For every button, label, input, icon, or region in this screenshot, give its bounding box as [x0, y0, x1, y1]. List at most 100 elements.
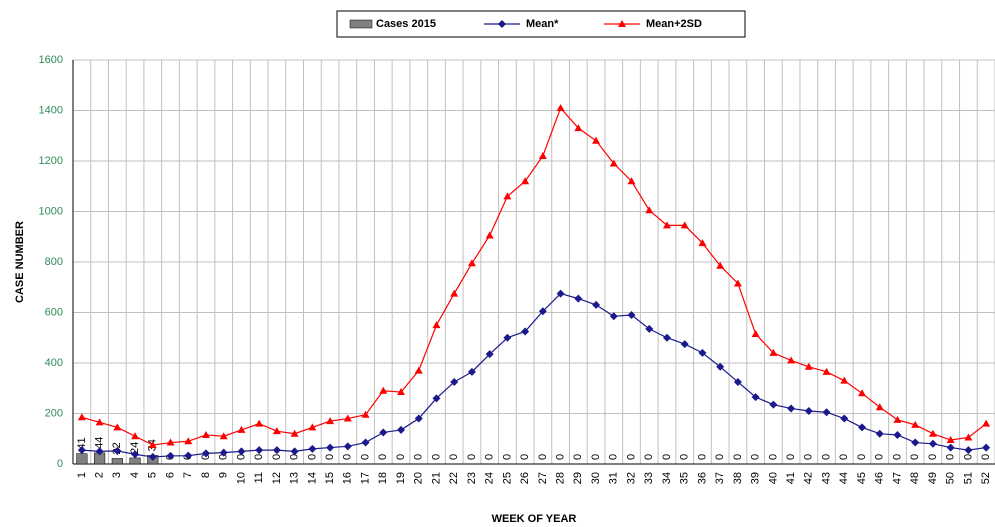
point — [148, 452, 157, 461]
x-tick-label: 6 — [164, 472, 176, 478]
data-label: 0 — [466, 454, 478, 460]
point — [166, 451, 175, 460]
point — [219, 448, 228, 457]
point — [77, 446, 86, 455]
point — [592, 136, 601, 144]
point — [769, 348, 778, 356]
point — [716, 362, 725, 371]
point — [911, 420, 920, 428]
x-tick-label: 49 — [927, 472, 939, 484]
data-label: 0 — [696, 454, 708, 460]
x-axis-label: WEEK OF YEAR — [492, 513, 577, 525]
x-tick-label: 32 — [625, 472, 637, 484]
point — [113, 446, 122, 455]
point — [343, 414, 352, 422]
x-tick-label: 24 — [484, 472, 496, 484]
point — [840, 376, 849, 384]
x-tick-label: 10 — [235, 472, 247, 484]
point — [982, 419, 991, 427]
point — [148, 441, 157, 449]
point — [538, 151, 547, 159]
x-tick-label: 17 — [359, 472, 371, 484]
x-tick-label: 40 — [767, 472, 779, 484]
x-tick-label: 2 — [94, 472, 106, 478]
point — [574, 124, 583, 132]
x-tick-label: 39 — [750, 472, 762, 484]
point — [556, 289, 565, 298]
data-label: 0 — [253, 454, 265, 460]
point — [166, 438, 175, 446]
point — [751, 393, 760, 402]
data-label: 0 — [359, 454, 371, 460]
point — [645, 206, 654, 214]
x-tick-label: 33 — [643, 472, 655, 484]
point — [503, 333, 512, 342]
y-tick-label: 1200 — [39, 155, 63, 167]
data-label: 0 — [413, 454, 425, 460]
point — [237, 447, 246, 456]
x-tick-label: 26 — [519, 472, 531, 484]
data-label: 0 — [377, 454, 389, 460]
point — [946, 443, 955, 452]
point — [379, 386, 388, 394]
data-label: 0 — [909, 454, 921, 460]
point — [485, 350, 494, 359]
legend-swatch — [349, 19, 373, 29]
point — [397, 425, 406, 434]
data-label: 24 — [129, 442, 141, 454]
point — [716, 261, 725, 269]
data-label: 0 — [218, 454, 230, 460]
data-label: 0 — [820, 454, 832, 460]
data-label: 0 — [767, 454, 779, 460]
point — [618, 20, 626, 27]
line — [81, 292, 987, 458]
data-label: 0 — [945, 454, 957, 460]
point — [379, 428, 388, 437]
x-tick-label: 42 — [803, 472, 815, 484]
point — [414, 414, 423, 423]
point — [627, 311, 636, 320]
x-tick-label: 12 — [271, 472, 283, 484]
data-label: 0 — [430, 454, 442, 460]
point — [733, 279, 742, 287]
point — [237, 425, 246, 433]
x-tick-label: 16 — [342, 472, 354, 484]
point — [662, 333, 671, 342]
point — [751, 329, 760, 337]
point — [432, 321, 441, 329]
data-label: 0 — [838, 454, 850, 460]
data-label: 0 — [519, 454, 531, 460]
data-label: 0 — [803, 454, 815, 460]
point — [498, 20, 506, 28]
x-tick-label: 7 — [182, 472, 194, 478]
point — [131, 450, 140, 459]
y-tick-label: 1600 — [39, 54, 63, 66]
data-label: 0 — [891, 454, 903, 460]
x-tick-label: 45 — [856, 472, 868, 484]
point — [201, 430, 210, 438]
point — [680, 340, 689, 349]
point — [662, 221, 671, 229]
point — [574, 294, 583, 303]
point — [95, 418, 104, 426]
point — [592, 300, 601, 309]
point — [467, 367, 476, 376]
data-label: 0 — [306, 454, 318, 460]
x-tick-label: 50 — [945, 472, 957, 484]
point — [521, 327, 530, 336]
point — [432, 394, 441, 403]
x-tick-label: 28 — [555, 472, 567, 484]
point — [95, 447, 104, 456]
x-tick-label: 15 — [324, 472, 336, 484]
point — [450, 289, 459, 297]
point — [840, 414, 849, 423]
data-label: 0 — [484, 454, 496, 460]
bar — [76, 453, 88, 465]
point — [804, 406, 813, 415]
data-label: 0 — [643, 454, 655, 460]
legend-label: Mean+2SD — [646, 18, 702, 30]
point — [308, 423, 317, 431]
y-tick-label: 0 — [57, 458, 63, 470]
x-tick-label: 48 — [909, 472, 921, 484]
